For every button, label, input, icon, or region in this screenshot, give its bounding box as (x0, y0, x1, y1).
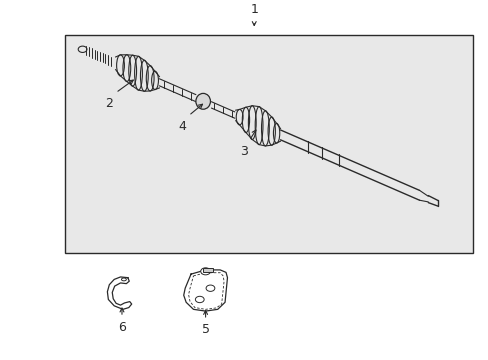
Circle shape (201, 268, 210, 275)
Polygon shape (183, 270, 227, 311)
Ellipse shape (121, 278, 126, 281)
Text: 5: 5 (201, 323, 209, 336)
Text: 6: 6 (118, 321, 125, 334)
Bar (64, 35, 472, 253)
Text: 2: 2 (105, 98, 113, 111)
Ellipse shape (196, 93, 210, 109)
Circle shape (195, 296, 203, 303)
Text: 4: 4 (179, 120, 186, 133)
Bar (203, 268, 212, 272)
Text: 3: 3 (240, 145, 248, 158)
Polygon shape (107, 277, 131, 309)
Text: 1: 1 (250, 4, 258, 17)
Circle shape (205, 285, 214, 291)
